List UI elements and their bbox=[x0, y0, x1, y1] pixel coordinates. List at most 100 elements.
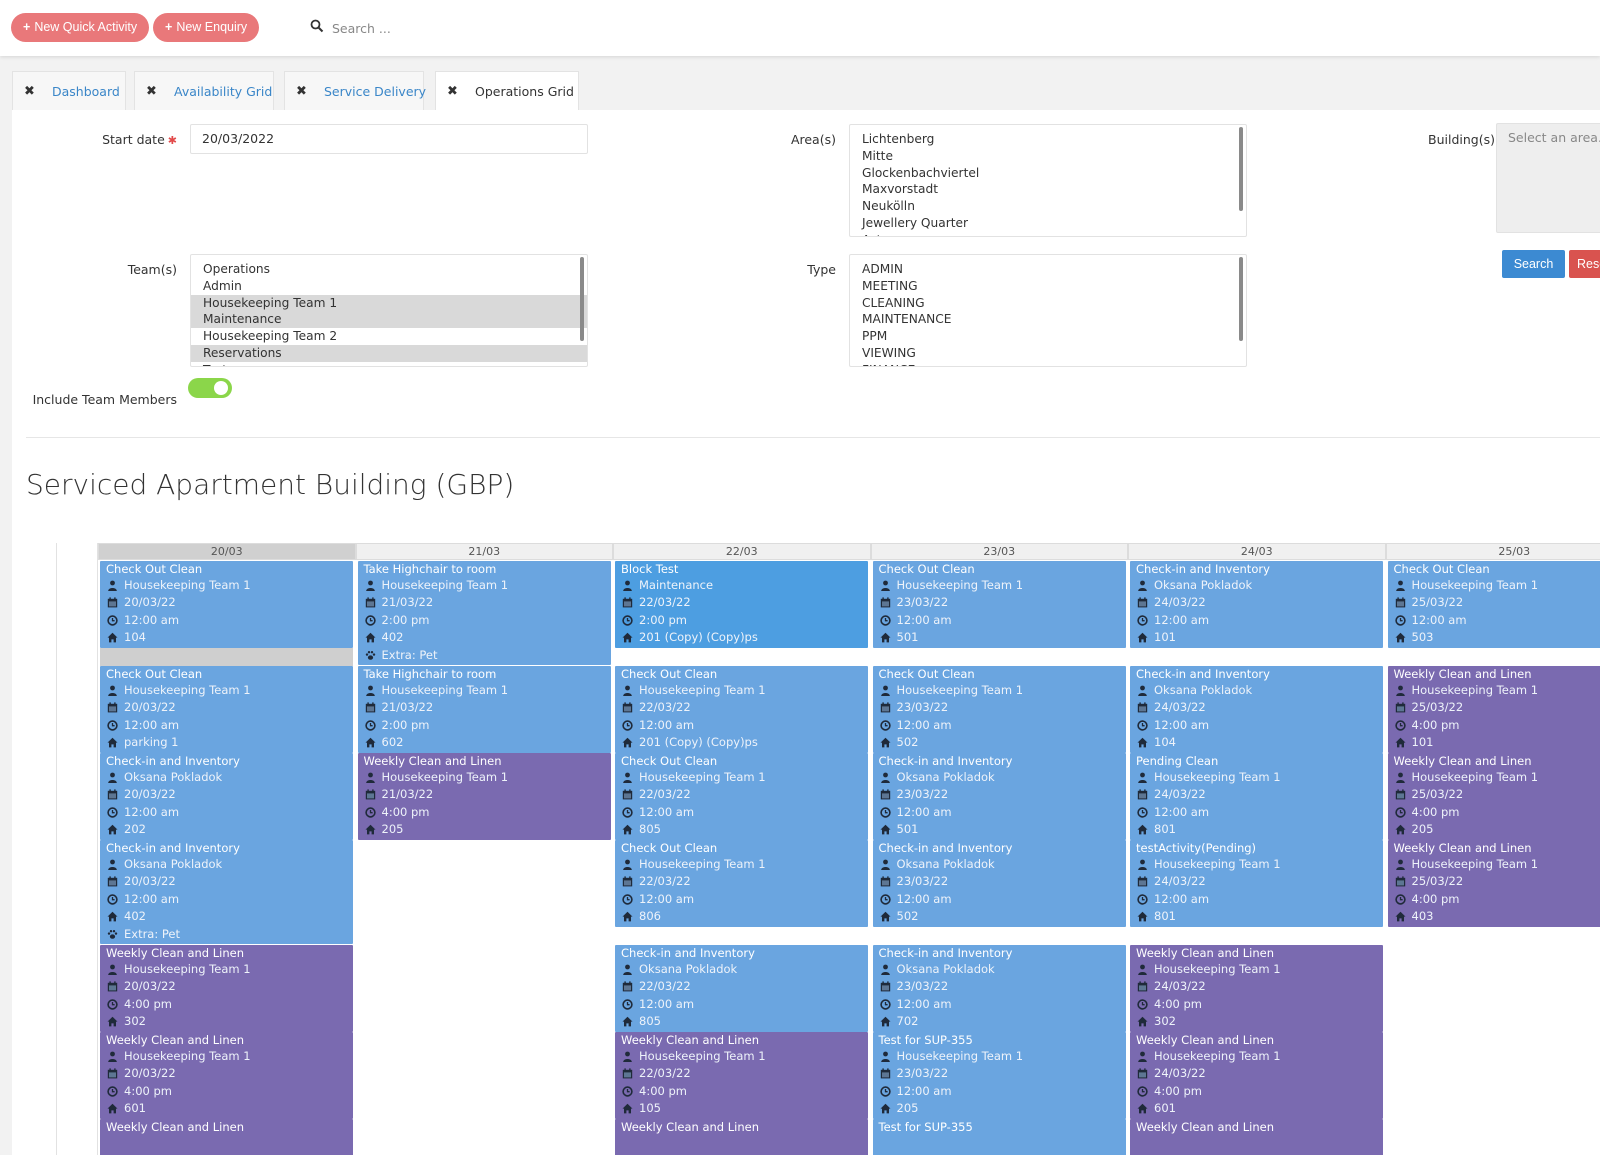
list-option[interactable]: Housekeeping Team 1 bbox=[191, 294, 587, 312]
activity-card[interactable]: Block Test Maintenance 22/03/22 2:00 pm 201 … bbox=[615, 561, 868, 648]
activity-card[interactable]: Check-in and Inventory Oksana Pokladok 23/… bbox=[872, 753, 1126, 840]
activity-card[interactable]: Weekly Clean and Linen Housekeeping Team … bbox=[1387, 753, 1600, 840]
activity-card[interactable]: Check Out Clean Housekeeping Team 1 22/03/… bbox=[615, 753, 868, 840]
activity-card[interactable]: Test for SUP-355 bbox=[872, 1119, 1126, 1155]
activity-card[interactable]: Weekly Clean and Linen Housekeeping Team … bbox=[357, 753, 611, 840]
activity-card[interactable]: Check Out Clean Housekeeping Team 1 23/03/… bbox=[872, 666, 1126, 753]
day-column: Check Out Clean Housekeeping Team 1 25/03/… bbox=[1386, 560, 1600, 1155]
activity-time: 12:00 am bbox=[1130, 804, 1383, 821]
clock-icon bbox=[107, 1086, 118, 1097]
activity-card[interactable]: Check-in and Inventory Oksana Pokladok 20/… bbox=[100, 840, 353, 944]
activity-card[interactable]: Weekly Clean and Linen bbox=[615, 1119, 868, 1155]
activity-card[interactable]: Weekly Clean and Linen Housekeeping Team … bbox=[1387, 840, 1600, 927]
activity-room: 205 bbox=[358, 821, 611, 838]
activity-card[interactable]: Weekly Clean and Linen Housekeeping Team … bbox=[100, 1032, 353, 1119]
activity-card[interactable]: Check Out Clean Housekeeping Team 1 23/03/… bbox=[872, 561, 1126, 648]
activity-date: 23/03/22 bbox=[873, 594, 1126, 611]
scrollbar[interactable] bbox=[1239, 257, 1243, 341]
list-option[interactable]: Maintenance bbox=[191, 311, 587, 329]
activity-card[interactable]: Take Highchair to room Housekeeping Team … bbox=[357, 561, 611, 665]
activity-card[interactable]: Check-in and Inventory Oksana Pokladok 23/… bbox=[872, 840, 1126, 927]
list-option[interactable]: Admin bbox=[203, 278, 242, 293]
home-icon bbox=[622, 911, 633, 922]
clock-icon bbox=[622, 894, 633, 905]
day-column: Check Out Clean Housekeeping Team 1 20/03/… bbox=[98, 560, 356, 1155]
areas-listbox[interactable]: Lichtenberg Mitte Glockenbachviertel Maxvor… bbox=[849, 124, 1247, 237]
list-option[interactable]: PPM bbox=[862, 329, 888, 344]
activity-team: Housekeeping Team 1 bbox=[100, 961, 353, 978]
activity-card[interactable]: Check-in and Inventory Oksana Pokladok 24/… bbox=[1130, 666, 1383, 753]
list-option[interactable]: Neukölln bbox=[862, 199, 915, 214]
close-icon[interactable]: ✖ bbox=[24, 84, 35, 99]
search-button[interactable]: Search bbox=[1502, 250, 1565, 278]
list-option[interactable]: CLEANING bbox=[862, 295, 925, 310]
list-option[interactable]: MAINTENANCE bbox=[862, 312, 952, 327]
scrollbar[interactable] bbox=[1239, 127, 1243, 211]
new-enquiry-button[interactable]: + New Enquiry bbox=[153, 13, 260, 42]
activity-card[interactable]: Check-in and Inventory Oksana Pokladok 22/… bbox=[615, 945, 868, 1032]
activity-card[interactable]: Weekly Clean and Linen Housekeeping Team … bbox=[1387, 666, 1600, 753]
teams-listbox[interactable]: Operations Admin Housekeeping Team 1 Mainte… bbox=[190, 254, 588, 367]
start-date-input[interactable]: 20/03/2022 bbox=[190, 124, 588, 154]
close-icon[interactable]: ✖ bbox=[296, 84, 307, 99]
reset-button[interactable]: Reset bbox=[1569, 250, 1600, 278]
activity-card[interactable]: Take Highchair to room Housekeeping Team … bbox=[357, 666, 611, 753]
activity-card[interactable]: Weekly Clean and Linen Housekeeping Team … bbox=[100, 945, 353, 1032]
list-option[interactable]: Jewellery Quarter bbox=[862, 215, 969, 230]
activity-card[interactable]: Weekly Clean and Linen bbox=[100, 1119, 353, 1155]
list-option[interactable]: FINANCE bbox=[850, 362, 1246, 366]
activity-card[interactable]: Test for SUP-355 Housekeeping Team 1 23/03… bbox=[872, 1032, 1126, 1119]
activity-card[interactable]: Weekly Clean and Linen Housekeeping Team … bbox=[1130, 1032, 1383, 1119]
user-icon bbox=[365, 580, 375, 591]
activity-date: 20/03/22 bbox=[100, 873, 353, 890]
user-icon bbox=[108, 580, 117, 591]
type-listbox[interactable]: ADMIN MEETING CLEANING MAINTENANCE PPM VIEWIN… bbox=[849, 254, 1247, 367]
list-option[interactable]: Maxvorstadt bbox=[862, 182, 938, 197]
tab-service-delivery[interactable]: ✖ Service Delivery bbox=[284, 71, 426, 111]
activity-room: 104 bbox=[100, 629, 353, 646]
activity-card[interactable]: Check-in and Inventory Oksana Pokladok 24/… bbox=[1130, 561, 1383, 648]
list-option[interactable]: Aston bbox=[850, 232, 1246, 236]
list-option[interactable]: MEETING bbox=[862, 278, 918, 293]
activity-card[interactable]: Check-in and Inventory Oksana Pokladok 20/… bbox=[100, 753, 353, 840]
activity-team: Housekeeping Team 1 bbox=[1388, 769, 1600, 786]
list-option[interactable]: Housekeeping Team 2 bbox=[203, 329, 338, 344]
list-option[interactable]: Test bbox=[191, 362, 587, 366]
clock-icon bbox=[622, 999, 633, 1010]
include-team-members-toggle[interactable] bbox=[188, 378, 232, 398]
activity-card[interactable]: Pending Clean Housekeeping Team 1 24/03/22… bbox=[1130, 753, 1383, 840]
list-option[interactable]: ADMIN bbox=[862, 262, 903, 276]
clock-icon bbox=[1137, 807, 1148, 818]
calendar-icon bbox=[107, 597, 118, 608]
tab-operations-grid[interactable]: ✖ Operations Grid bbox=[435, 71, 579, 111]
tab-dashboard[interactable]: ✖ Dashboard bbox=[12, 71, 126, 111]
user-icon bbox=[880, 772, 890, 783]
activity-card[interactable]: Check Out Clean Housekeeping Team 1 25/03/… bbox=[1387, 561, 1600, 648]
scrollbar[interactable] bbox=[580, 257, 584, 341]
activity-card[interactable]: Weekly Clean and Linen bbox=[1130, 1119, 1383, 1155]
list-option[interactable]: Reservations bbox=[191, 344, 587, 362]
activity-card[interactable]: Check Out Clean Housekeeping Team 1 20/03/… bbox=[100, 666, 353, 753]
list-option[interactable]: Mitte bbox=[862, 148, 893, 163]
close-icon[interactable]: ✖ bbox=[146, 84, 157, 99]
activity-card[interactable]: Weekly Clean and Linen Housekeeping Team … bbox=[615, 1032, 868, 1119]
activity-card[interactable]: Check Out Clean Housekeeping Team 1 22/03/… bbox=[615, 840, 868, 927]
activity-card[interactable]: testActivity(Pending) Housekeeping Team 1… bbox=[1130, 840, 1383, 927]
user-icon bbox=[1395, 859, 1405, 870]
global-search-input[interactable] bbox=[332, 17, 562, 39]
buildings-select[interactable]: Select an area... bbox=[1496, 123, 1600, 233]
list-option[interactable]: Lichtenberg bbox=[862, 132, 935, 146]
activity-card[interactable]: Check Out Clean Housekeeping Team 1 22/03/… bbox=[615, 666, 868, 753]
new-quick-activity-button[interactable]: + New Quick Activity bbox=[11, 13, 150, 42]
activity-card[interactable]: Check-in and Inventory Oksana Pokladok 23/… bbox=[872, 945, 1126, 1032]
activity-card[interactable]: Check Out Clean Housekeeping Team 1 20/03/… bbox=[100, 561, 353, 648]
list-option[interactable]: VIEWING bbox=[862, 345, 916, 360]
activity-team: Housekeeping Team 1 bbox=[615, 769, 868, 786]
list-option[interactable]: Glockenbachviertel bbox=[862, 165, 980, 180]
activity-date: 24/03/22 bbox=[1130, 594, 1383, 611]
tab-availability-grid[interactable]: ✖ Availability Grid bbox=[134, 71, 274, 111]
activity-card[interactable]: Weekly Clean and Linen Housekeeping Team … bbox=[1130, 945, 1383, 1032]
close-icon[interactable]: ✖ bbox=[447, 84, 458, 99]
list-option[interactable]: Operations bbox=[203, 262, 271, 276]
home-icon bbox=[622, 1016, 633, 1027]
